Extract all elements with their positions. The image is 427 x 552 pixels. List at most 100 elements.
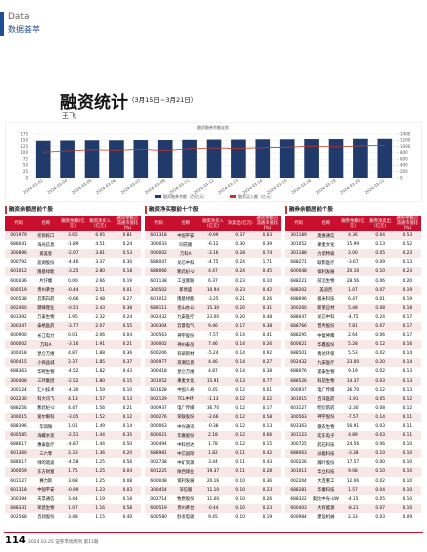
- cell: 300502: [145, 285, 173, 295]
- cell: -0.44: [199, 503, 227, 513]
- cell: 4.47: [199, 267, 227, 277]
- cell: 002568: [10, 514, 27, 520]
- cell: 601318: [145, 231, 173, 241]
- cell: 23.00: [206, 314, 220, 320]
- cell: 保利发展: [312, 267, 340, 277]
- bar: [255, 139, 271, 178]
- cell: 0.10: [393, 449, 421, 459]
- cell: 301011: [285, 467, 313, 477]
- cell: 23.00: [339, 358, 367, 368]
- cell: 昆仑万维: [37, 351, 55, 357]
- cell: 0.81: [113, 231, 141, 241]
- cell: 海光信息: [37, 242, 55, 248]
- cell: 19.37: [199, 467, 227, 477]
- cell: 0.45: [208, 387, 218, 393]
- cell: 000792: [10, 260, 27, 266]
- cell: 0.10: [226, 503, 254, 513]
- cell: 电广传媒: [177, 406, 195, 412]
- cell: 688501: [290, 351, 307, 357]
- table-block: 融资净买额前十个股 代码 名称 融资净买入(亿元) 净卖出(亿元) 融资余额占流通市值比(…: [145, 206, 281, 522]
- cell: 002714: [150, 496, 167, 502]
- cell: 爱美客: [32, 249, 60, 259]
- cell: 0.21: [235, 296, 245, 302]
- table-title: 融券余额居前个股: [285, 206, 421, 214]
- cell: 1.59: [95, 387, 105, 393]
- cell: 0.12: [235, 424, 245, 430]
- cell: 600206: [150, 351, 167, 357]
- cell: 0.03: [366, 376, 394, 386]
- cell: 1.75: [59, 467, 87, 477]
- cell: 2.32: [95, 314, 105, 320]
- cell: 0.08: [122, 478, 133, 484]
- cell: 三环集团: [32, 376, 60, 386]
- cell: 0.09: [402, 514, 413, 520]
- cell: 0.16: [393, 340, 421, 350]
- cell: 华秦科技: [312, 485, 340, 495]
- cell: 688981: [145, 449, 173, 459]
- cell: 600021: [145, 431, 173, 441]
- cell: 0.10: [235, 478, 245, 484]
- cell: 荣昌生物: [32, 503, 60, 513]
- cell: 300454: [145, 485, 173, 495]
- cell: 0.13: [402, 260, 413, 266]
- cell: -3.67: [347, 260, 359, 266]
- cell: 2.64: [348, 333, 358, 339]
- table: 代码 名称 融资净买入(亿元) 净卖出(亿元) 融资余额占流通市值比(%) 601318 中…: [145, 216, 281, 522]
- cell: 0.23: [393, 249, 421, 259]
- cell: 科大讯飞: [32, 394, 60, 404]
- cell: 688047: [150, 260, 167, 266]
- cell: 601012: [5, 267, 33, 277]
- cell: 1.25: [86, 467, 114, 477]
- cell: 0.07: [366, 285, 394, 295]
- cell: 泰格医药: [32, 321, 60, 332]
- y-tick-label: 100: [20, 150, 28, 155]
- cell: 果麦文化: [317, 242, 335, 248]
- cell: -7.57: [339, 412, 367, 422]
- cell: 新莱应材: [312, 303, 340, 313]
- cell: 3.68: [68, 478, 78, 484]
- cell: 600415: [5, 358, 33, 368]
- cell: 0.17: [226, 321, 254, 332]
- cell: 0.41: [262, 333, 273, 339]
- cell: 0.30: [122, 260, 133, 266]
- cell: 4.13: [59, 394, 87, 404]
- cell: 0.12: [226, 394, 254, 404]
- table-title: 融资余额居前个股: [5, 206, 141, 214]
- cell: 7.46: [199, 340, 227, 350]
- cell: 11.00: [206, 496, 220, 502]
- cell: 0.28: [253, 467, 281, 477]
- cell: -2.66: [199, 412, 227, 422]
- cell: 1.44: [95, 442, 105, 448]
- cell: -3.16: [59, 340, 87, 350]
- cell: 0.43: [262, 460, 273, 466]
- cell: -4.75: [347, 314, 359, 320]
- cell: 0.30: [235, 242, 245, 248]
- cell: 600519: [145, 503, 173, 513]
- cell: 3.37: [95, 260, 105, 266]
- cell: 300394: [10, 496, 27, 502]
- cell: 奥维通信: [312, 231, 340, 241]
- cell: 大连重工: [317, 479, 335, 485]
- legend-label: 融资融券余额（百亿元）: [163, 193, 207, 199]
- y-tick-label: 125: [20, 144, 28, 149]
- bar: [377, 138, 393, 178]
- cell: 002432: [150, 314, 167, 320]
- cell: 0.14: [235, 333, 245, 339]
- cell: -0.99: [59, 485, 87, 495]
- cell: 601225: [145, 467, 173, 477]
- cell: 0.08: [366, 303, 394, 313]
- cell: 0.56: [122, 460, 133, 466]
- cell: 龙芯中科: [317, 315, 335, 321]
- cell: -8.21: [339, 503, 367, 513]
- bar: [328, 139, 344, 178]
- bar: [206, 139, 222, 178]
- y2-tick-label: 600: [400, 156, 408, 161]
- cell: 贵州茅台: [172, 503, 200, 513]
- cell: 0.36: [122, 351, 133, 357]
- cell: 云意电气: [172, 321, 200, 332]
- cell: -6.12: [207, 242, 219, 248]
- cell: 3.44: [208, 460, 218, 466]
- cell: 300059: [5, 467, 33, 477]
- cell: 1.25: [95, 478, 105, 484]
- cell: 002129: [145, 394, 173, 404]
